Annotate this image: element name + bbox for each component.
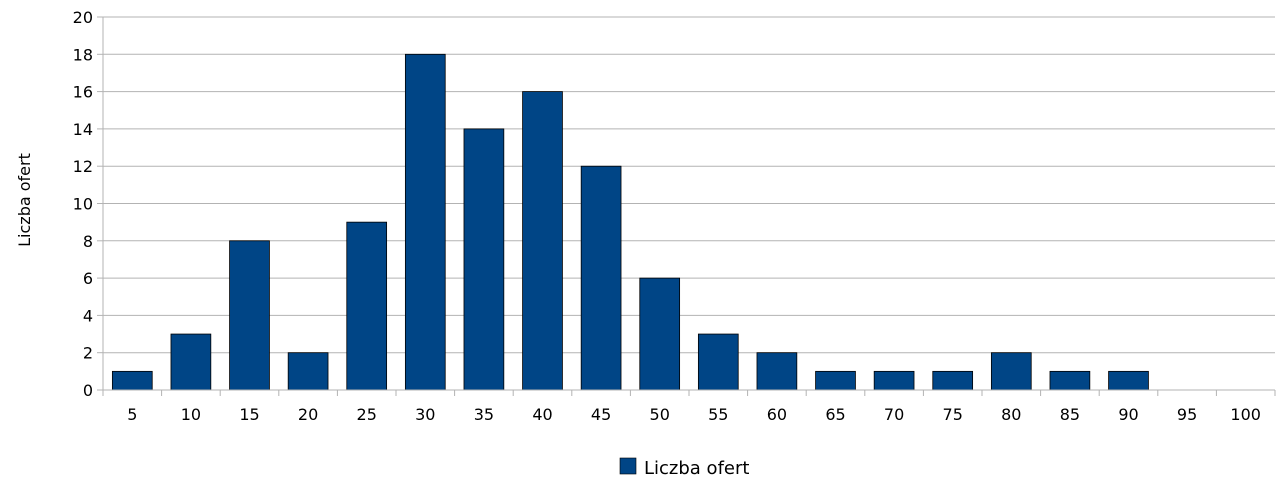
bar-45 <box>580 165 622 391</box>
x-tick-label-45: 45 <box>591 405 611 424</box>
x-tick-label-65: 65 <box>825 405 845 424</box>
bar-20 <box>287 352 329 391</box>
bar-85 <box>1049 370 1091 391</box>
x-tick-label-10: 10 <box>181 405 201 424</box>
x-tick-labels: 5 10 15 20 25 30 35 40 45 50 55 60 65 70 75 80 85 90 95 100 <box>127 405 1261 424</box>
bar-35 <box>463 128 505 391</box>
x-tick-label-60: 60 <box>767 405 787 424</box>
y-tick-label-0: 0 <box>83 381 93 400</box>
bar-10 <box>170 333 212 391</box>
bar-60 <box>756 352 798 391</box>
bar-5 <box>111 370 153 391</box>
y-tick-label-16: 16 <box>73 83 93 102</box>
x-tick-label-90: 90 <box>1118 405 1138 424</box>
bar-50 <box>639 277 681 391</box>
bar-65 <box>815 370 856 391</box>
x-tick-label-30: 30 <box>415 405 435 424</box>
x-tick-label-40: 40 <box>532 405 552 424</box>
x-tick-label-55: 55 <box>708 405 728 424</box>
x-tick-label-85: 85 <box>1060 405 1080 424</box>
y-tick-labels: 0 2 4 6 8 10 12 14 16 18 20 <box>73 8 93 400</box>
y-tick-label-12: 12 <box>73 157 93 176</box>
y-axis-title: Liczba ofert <box>15 153 34 247</box>
y-tick-label-20: 20 <box>73 8 93 27</box>
y-tick-label-4: 4 <box>83 306 93 325</box>
y-tick-label-18: 18 <box>73 45 93 64</box>
x-tick-label-20: 20 <box>298 405 318 424</box>
bar-90 <box>1108 370 1149 391</box>
bar-70 <box>873 370 915 391</box>
legend-swatch <box>619 457 637 475</box>
bar-40 <box>522 91 563 391</box>
x-tick-label-95: 95 <box>1177 405 1197 424</box>
bar-55 <box>697 333 739 391</box>
x-tick-label-35: 35 <box>474 405 494 424</box>
grid-lines <box>103 16 1275 354</box>
x-tick-label-5: 5 <box>127 405 137 424</box>
y-tick-label-10: 10 <box>73 195 93 214</box>
legend: Liczba ofert <box>619 457 749 479</box>
x-tick-label-50: 50 <box>650 405 670 424</box>
x-tick-label-80: 80 <box>1001 405 1021 424</box>
x-tick-label-25: 25 <box>357 405 377 424</box>
bar-30 <box>404 53 446 391</box>
y-tick-label-6: 6 <box>83 269 93 288</box>
x-tick-label-15: 15 <box>239 405 259 424</box>
bar-80 <box>990 352 1032 391</box>
legend-label: Liczba ofert <box>644 458 749 479</box>
bar-75 <box>932 370 974 391</box>
bars <box>111 53 1149 391</box>
x-tick-label-75: 75 <box>943 405 963 424</box>
x-tick-label-70: 70 <box>884 405 904 424</box>
x-tick-label-100: 100 <box>1230 405 1261 424</box>
y-tick-label-14: 14 <box>73 120 93 139</box>
bar-25 <box>346 221 388 391</box>
axes <box>97 16 1276 396</box>
bar-15 <box>229 240 270 391</box>
y-tick-label-8: 8 <box>83 232 93 251</box>
y-tick-label-2: 2 <box>83 344 93 363</box>
